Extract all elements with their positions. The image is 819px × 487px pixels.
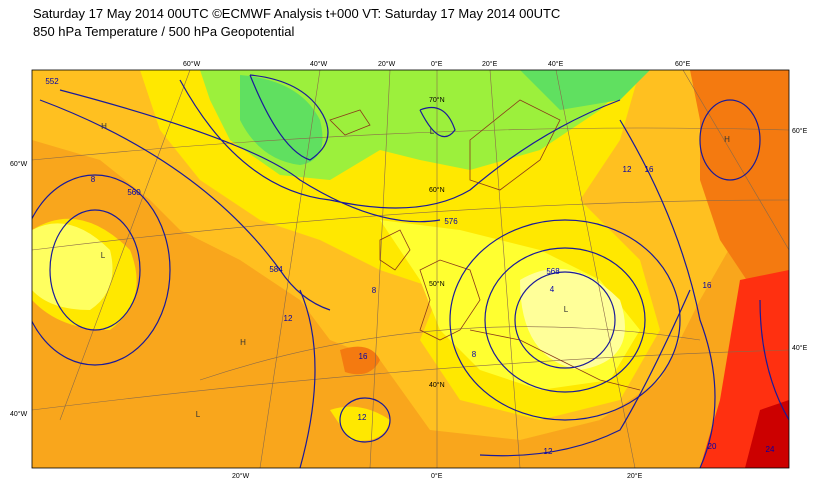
contour-label: 12 — [623, 165, 632, 174]
lat-label: 60°N — [429, 186, 445, 194]
contour-label: 8 — [372, 286, 377, 295]
contour-label: 8 — [91, 175, 96, 184]
lat-label: 50°N — [429, 280, 445, 288]
contour-label: 8 — [472, 350, 477, 359]
lat-label: 60°E — [792, 127, 808, 135]
pressure-center: L — [430, 127, 435, 136]
lat-label: 40°N — [429, 381, 445, 389]
pressure-center: H — [101, 122, 107, 131]
pressure-center: H — [724, 135, 730, 144]
lon-label: 40°W — [310, 60, 328, 68]
lon-label: 20°W — [378, 60, 396, 68]
contour-label: 568 — [546, 267, 560, 276]
contour-label: 12 — [544, 447, 553, 456]
contour-label: 12 — [284, 314, 293, 323]
map-frame — [31, 69, 790, 469]
subtitle: 850 hPa Temperature / 500 hPa Geopotenti… — [33, 24, 295, 39]
contour-label: 24 — [766, 445, 775, 454]
pressure-center: L — [101, 251, 106, 260]
contour-label: 560 — [127, 188, 141, 197]
contour-label: 16 — [359, 352, 368, 361]
lon-label: 20°W — [232, 472, 250, 480]
lat-label: 70°N — [429, 96, 445, 104]
lon-label: 40°E — [548, 60, 564, 68]
lat-label: 40°W — [10, 410, 28, 418]
pressure-center: L — [564, 305, 569, 314]
contour-label: 552 — [45, 77, 59, 86]
lon-label: 20°E — [482, 60, 498, 68]
temperature-field — [32, 70, 789, 468]
contour-label: 584 — [269, 265, 283, 274]
lon-label: 60°E — [675, 60, 691, 68]
contour-label: 16 — [645, 165, 654, 174]
pressure-center: H — [240, 338, 246, 347]
lat-label: 40°E — [792, 344, 808, 352]
contour-label: 16 — [703, 281, 712, 290]
contour-label: 576 — [444, 217, 458, 226]
lon-label: 0°E — [431, 472, 443, 480]
lon-label: 0°E — [431, 60, 443, 68]
pressure-center: L — [196, 410, 201, 419]
contour-label: 12 — [358, 413, 367, 422]
lat-label: 60°W — [10, 160, 28, 168]
lon-label: 60°W — [183, 60, 201, 68]
contour-label: 4 — [550, 285, 555, 294]
contour-label: 20 — [708, 442, 717, 451]
lon-label: 20°E — [627, 472, 643, 480]
title: Saturday 17 May 2014 00UTC ©ECMWF Analys… — [33, 6, 561, 21]
